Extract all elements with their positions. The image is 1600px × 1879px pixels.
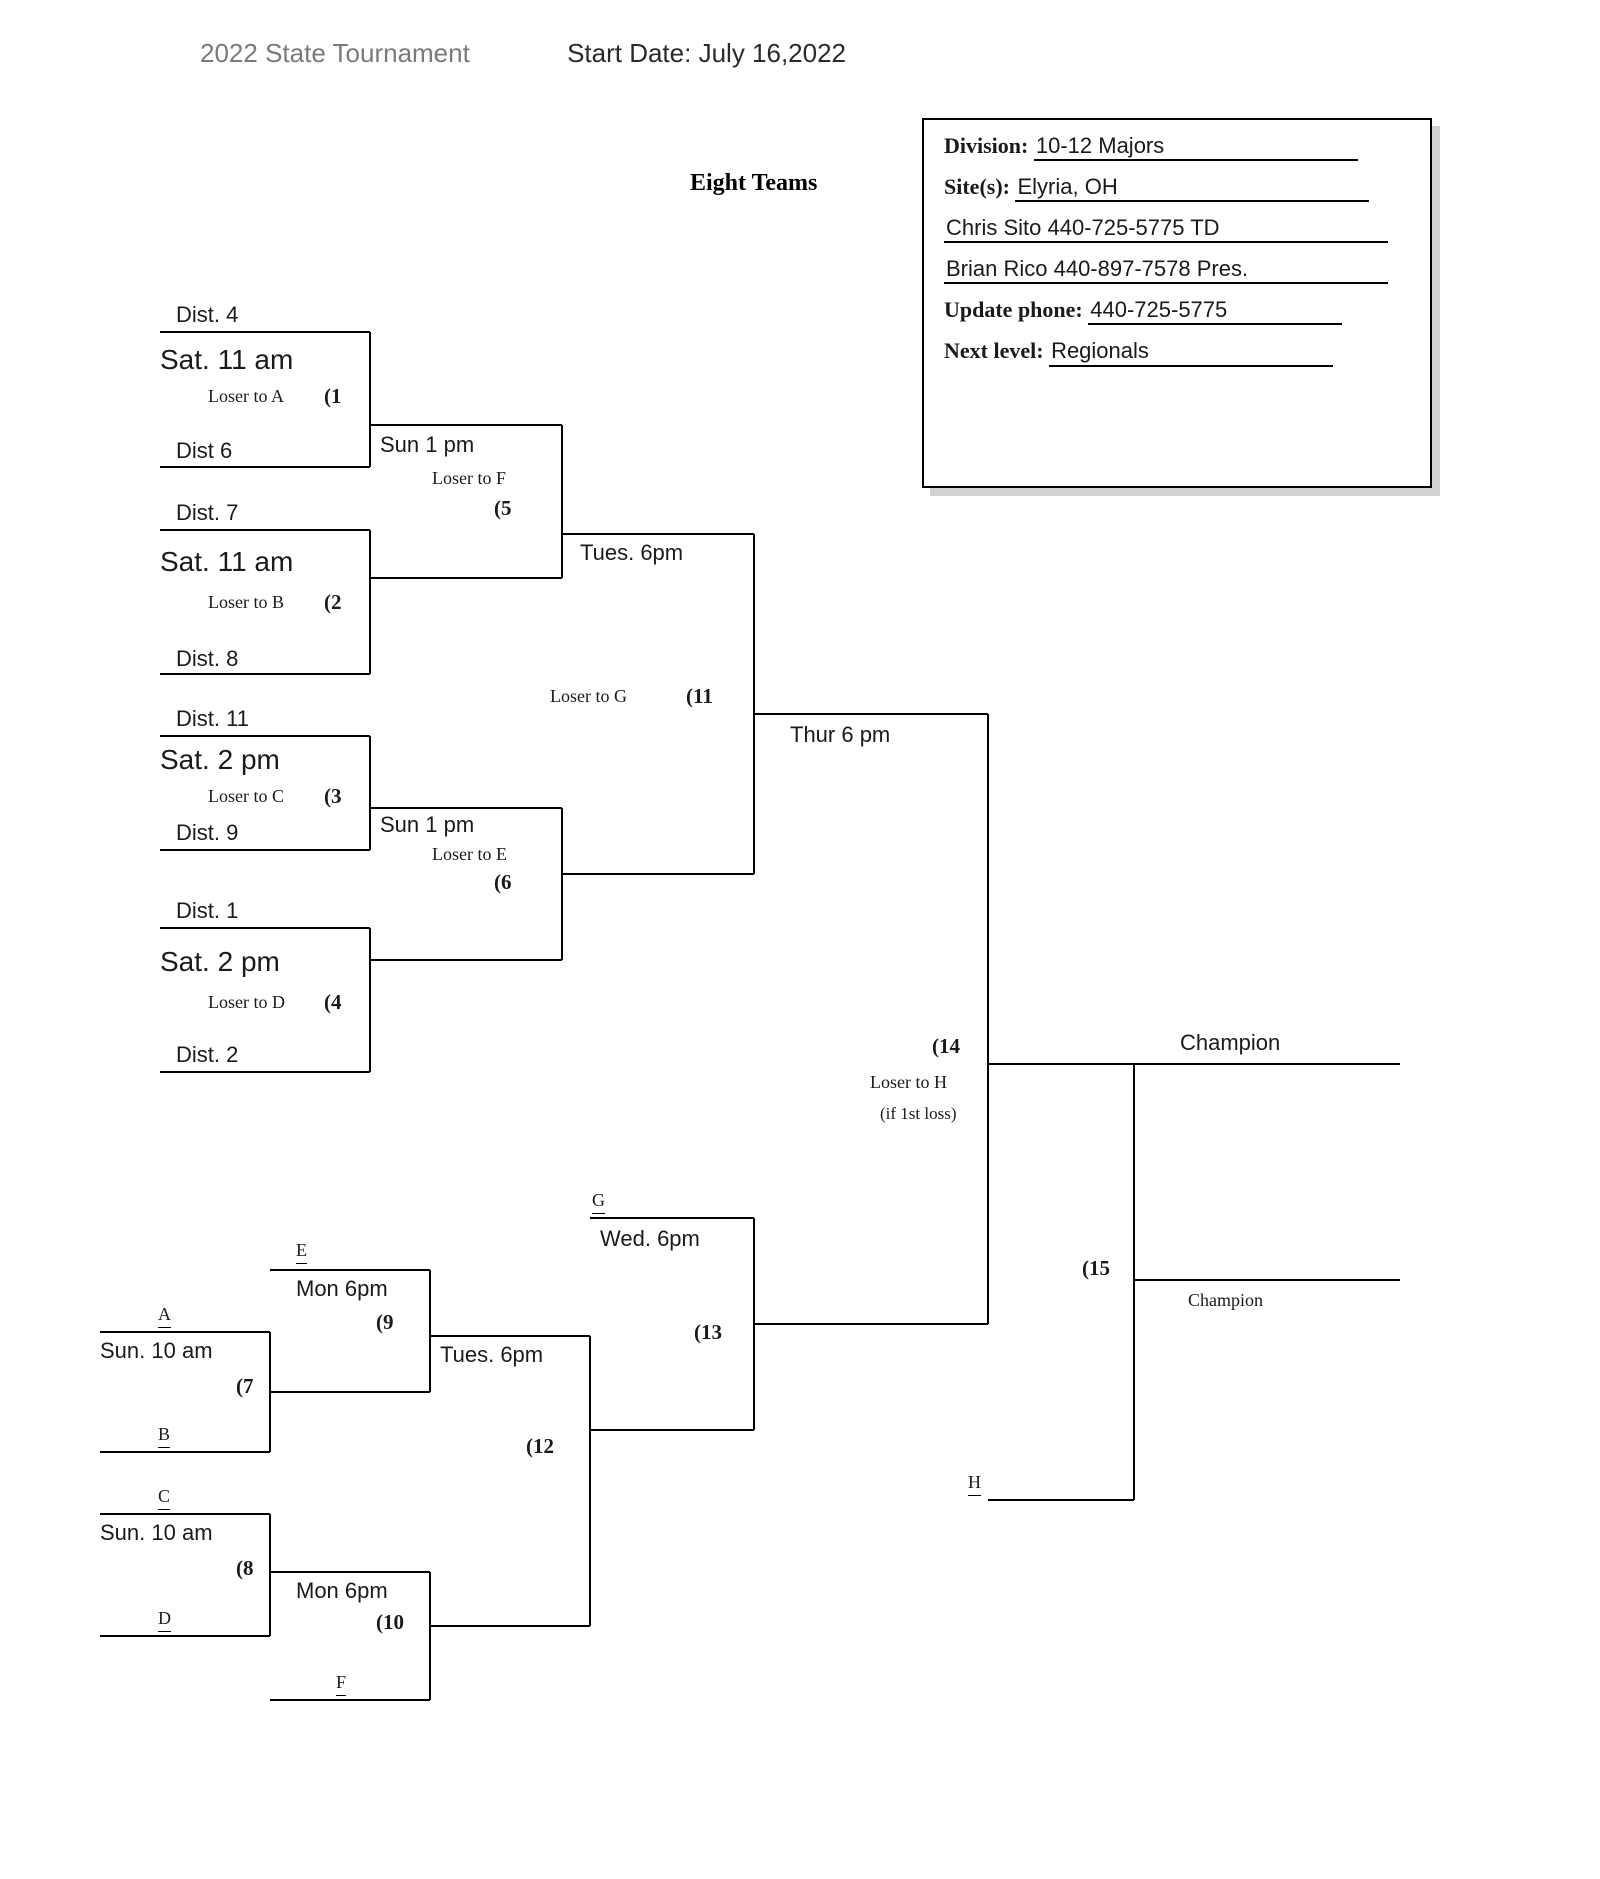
next-level-label: Next level:: [944, 338, 1044, 363]
g14-loser: Loser to H: [870, 1072, 947, 1093]
next-level-value: Regionals: [1049, 339, 1333, 366]
slot-h: H: [968, 1472, 981, 1496]
g2-loser: Loser to B: [208, 592, 284, 613]
division-value: 10-12 Majors: [1034, 134, 1358, 161]
g12-time: Tues. 6pm: [440, 1342, 543, 1368]
g5-time: Sun 1 pm: [380, 432, 474, 458]
start-date-label: Start Date:: [567, 38, 691, 68]
g6-num: (6: [494, 870, 512, 895]
team-dist7: Dist. 7: [176, 500, 238, 526]
g9-time: Mon 6pm: [296, 1276, 388, 1302]
update-phone-value: 440-725-5775: [1088, 298, 1342, 325]
bracket-title: Eight Teams: [690, 170, 817, 197]
slot-a: A: [158, 1304, 171, 1328]
g3-time: Sat. 2 pm: [160, 744, 280, 776]
g10-num: (10: [376, 1610, 404, 1635]
g1-num: (1: [324, 384, 342, 409]
division-label: Division:: [944, 133, 1028, 158]
g14-num: (14: [932, 1034, 960, 1059]
team-dist6: Dist 6: [176, 438, 232, 464]
g15-num: (15: [1082, 1256, 1110, 1281]
slot-e: E: [296, 1240, 307, 1264]
champion-label-bottom: Champion: [1188, 1290, 1263, 1311]
g6-time: Sun 1 pm: [380, 812, 474, 838]
g14-time: Thur 6 pm: [790, 722, 890, 748]
page-header: 2022 State Tournament Start Date: July 1…: [200, 38, 846, 69]
tournament-bracket-page: 2022 State Tournament Start Date: July 1…: [0, 0, 1600, 1879]
g4-time: Sat. 2 pm: [160, 946, 280, 978]
sites-label: Site(s):: [944, 174, 1010, 199]
g13-time: Wed. 6pm: [600, 1226, 700, 1252]
tournament-title: 2022 State Tournament: [200, 38, 470, 68]
slot-c: C: [158, 1486, 170, 1510]
g6-loser: Loser to E: [432, 844, 507, 865]
g2-time: Sat. 11 am: [160, 546, 293, 578]
g11-loser: Loser to G: [550, 686, 627, 707]
g8-num: (8: [236, 1556, 254, 1581]
sites-value: Elyria, OH: [1015, 175, 1369, 202]
g7-num: (7: [236, 1374, 254, 1399]
g7-time: Sun. 10 am: [100, 1338, 213, 1364]
team-dist8: Dist. 8: [176, 646, 238, 672]
slot-f: F: [336, 1672, 346, 1696]
g10-time: Mon 6pm: [296, 1578, 388, 1604]
g4-num: (4: [324, 990, 342, 1015]
g5-num: (5: [494, 496, 512, 521]
champion-label-top: Champion: [1180, 1030, 1280, 1056]
g14-iffirst: (if 1st loss): [880, 1104, 957, 1124]
infobox: Division: 10-12 Majors Site(s): Elyria, …: [922, 118, 1432, 488]
start-date: July 16,2022: [699, 38, 846, 68]
team-dist1: Dist. 1: [176, 898, 238, 924]
g5-loser: Loser to F: [432, 468, 506, 489]
g4-loser: Loser to D: [208, 992, 285, 1013]
contact2: Brian Rico 440-897-7578 Pres.: [944, 257, 1388, 284]
g1-time: Sat. 11 am: [160, 344, 293, 376]
slot-g: G: [592, 1190, 605, 1214]
g1-loser: Loser to A: [208, 386, 284, 407]
update-phone-label: Update phone:: [944, 297, 1083, 322]
g9-num: (9: [376, 1310, 394, 1335]
g11-time: Tues. 6pm: [580, 540, 683, 566]
slot-b: B: [158, 1424, 170, 1448]
g3-num: (3: [324, 784, 342, 809]
g8-time: Sun. 10 am: [100, 1520, 213, 1546]
g3-loser: Loser to C: [208, 786, 284, 807]
g13-num: (13: [694, 1320, 722, 1345]
g11-num: (11: [686, 684, 713, 709]
g2-num: (2: [324, 590, 342, 615]
slot-d: D: [158, 1608, 171, 1632]
team-dist9: Dist. 9: [176, 820, 238, 846]
contact1: Chris Sito 440-725-5775 TD: [944, 216, 1388, 243]
team-dist2: Dist. 2: [176, 1042, 238, 1068]
team-dist4: Dist. 4: [176, 302, 238, 328]
team-dist11: Dist. 11: [176, 706, 249, 732]
g12-num: (12: [526, 1434, 554, 1459]
